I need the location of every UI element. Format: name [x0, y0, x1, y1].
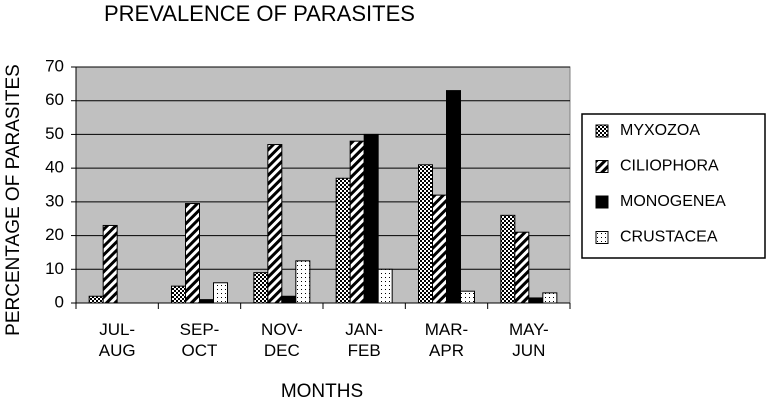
- bar: [363, 133, 379, 304]
- bar: [418, 164, 433, 304]
- legend-swatch: [595, 124, 609, 138]
- legend-box: [581, 113, 766, 259]
- legend-swatch: [595, 160, 609, 173]
- legend-swatch: [595, 231, 609, 244]
- bar: [377, 268, 393, 304]
- bar: [542, 292, 558, 304]
- bar: [460, 290, 475, 304]
- bar: [185, 203, 200, 304]
- bar: [514, 231, 530, 304]
- legend-label: MYXOZOA: [620, 122, 700, 139]
- x-tick-label: JAN- FEB: [345, 320, 384, 360]
- bar: [432, 194, 447, 304]
- bar: [88, 295, 104, 304]
- legend-label: CRUSTACEA: [620, 229, 718, 246]
- bar: [213, 282, 228, 304]
- bar: [528, 297, 544, 304]
- x-tick-label: SEP- OCT: [179, 320, 220, 360]
- legend-label: MONOGENEA: [620, 193, 726, 210]
- bar: [295, 260, 311, 304]
- bar: [281, 295, 297, 304]
- y-tick-label: 20: [45, 225, 64, 244]
- y-tick-label: 70: [45, 56, 64, 75]
- y-tick-label: 0: [55, 292, 64, 311]
- y-tick-label: 30: [45, 191, 64, 210]
- y-tick-label: 10: [45, 259, 64, 278]
- legend-label: CILIOPHORA: [620, 158, 719, 175]
- y-tick-label: 50: [45, 124, 64, 143]
- x-tick-label: JUL- AUG: [98, 320, 136, 360]
- bar: [349, 140, 365, 304]
- x-tick-label: NOV- DEC: [261, 320, 303, 360]
- bar: [253, 272, 269, 304]
- y-tick-label: 40: [45, 158, 64, 177]
- bar: [102, 224, 118, 304]
- y-tick-label: 60: [45, 90, 64, 109]
- chart-title: PREVALENCE OF PARASITES: [104, 1, 415, 26]
- y-axis-label: PERCENTAGE OF PARASITES: [3, 64, 24, 336]
- bar: [267, 144, 283, 304]
- legend-swatch: [595, 195, 609, 209]
- plot-area: [75, 66, 571, 304]
- bar: [446, 90, 461, 304]
- bar: [500, 214, 516, 304]
- bar: [335, 177, 351, 304]
- x-tick-label: MAR- APR: [424, 320, 469, 360]
- bar: [171, 285, 186, 304]
- x-tick-label: MAY- JUN: [508, 320, 549, 360]
- bar: [199, 299, 214, 304]
- x-axis-label: MONTHS: [281, 381, 363, 402]
